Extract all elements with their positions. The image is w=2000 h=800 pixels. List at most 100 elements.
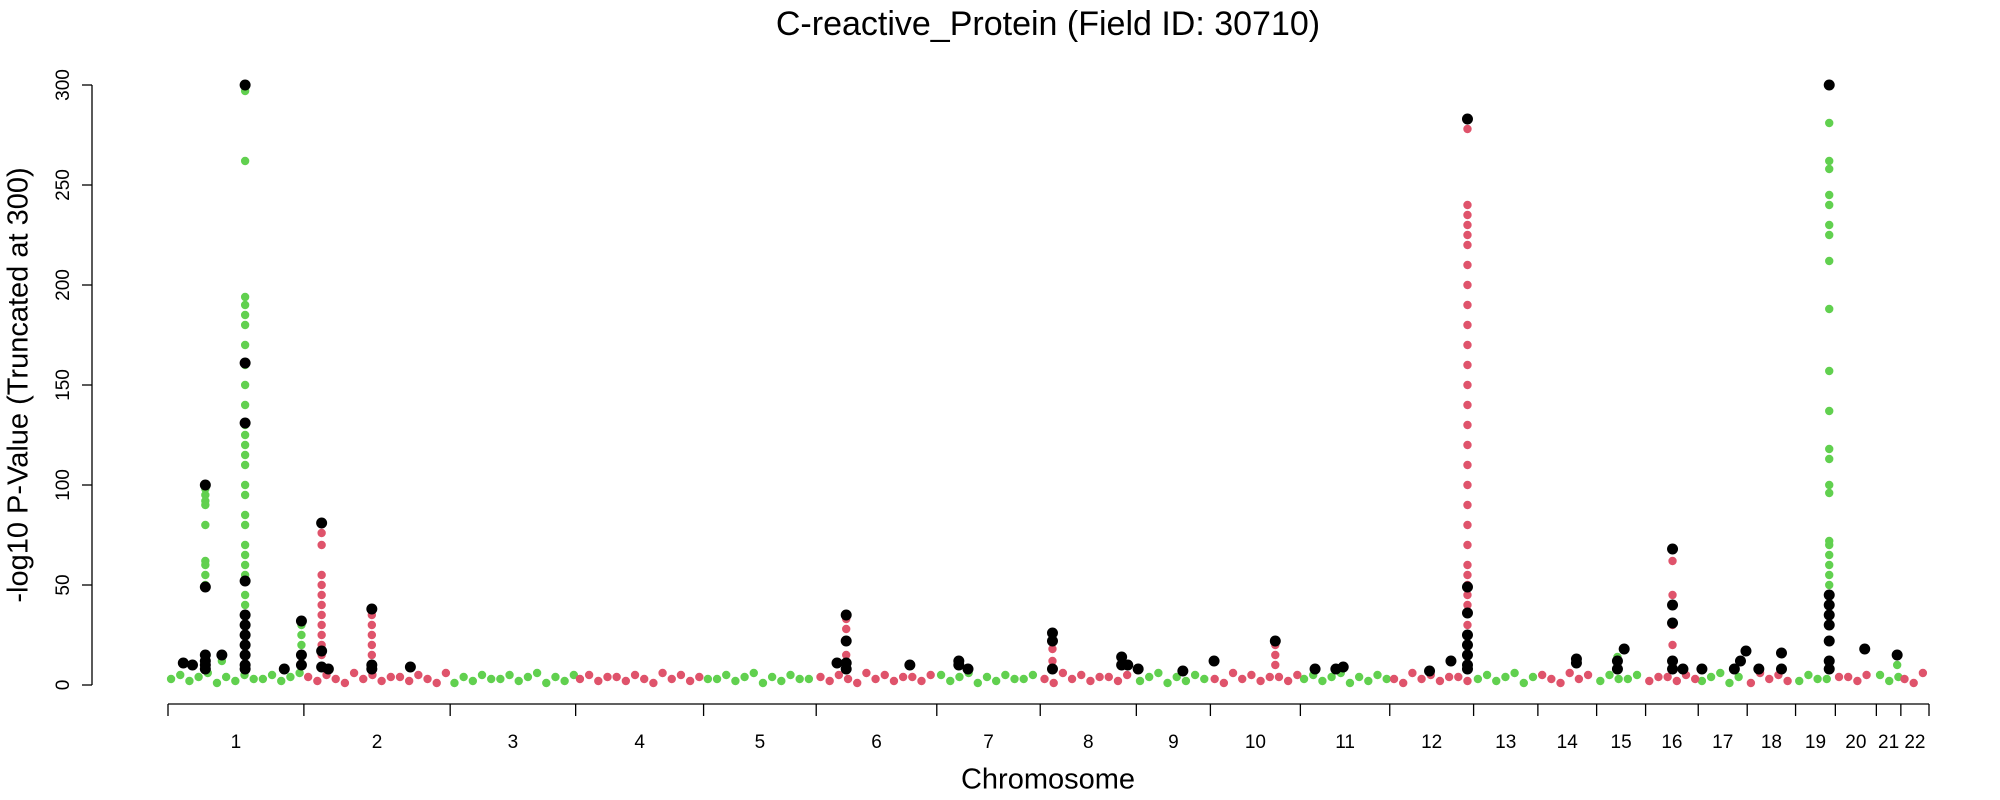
hit-point — [1667, 655, 1679, 667]
snp-point — [1690, 674, 1700, 684]
snp-point — [926, 670, 935, 680]
snp-point — [1825, 164, 1834, 174]
snp-point — [842, 624, 851, 634]
snp-point — [1765, 674, 1774, 684]
hit-point — [1611, 663, 1623, 675]
hit-point — [1461, 113, 1473, 125]
hit-point — [1667, 543, 1679, 555]
snp-point — [1293, 670, 1302, 680]
hit-point — [1570, 657, 1582, 669]
snp-point — [1247, 670, 1256, 680]
snp-point — [1463, 620, 1472, 630]
snp-point — [1482, 670, 1492, 680]
snp-point — [1825, 454, 1834, 464]
snp-point — [1825, 366, 1834, 376]
x-tick-label: 1 — [231, 732, 242, 753]
snp-point — [1875, 670, 1885, 680]
snp-point — [880, 670, 889, 680]
snp-point — [843, 674, 853, 684]
snp-point — [834, 670, 844, 680]
snp-point — [423, 674, 432, 684]
snp-point — [201, 570, 210, 580]
snp-point — [1265, 672, 1274, 682]
hit-point — [1309, 663, 1321, 675]
snp-point — [1463, 480, 1472, 490]
hit-point — [1775, 663, 1787, 675]
snp-point — [176, 670, 185, 680]
hit-point — [295, 615, 307, 627]
hit-point — [1618, 643, 1630, 655]
x-tick-label: 13 — [1495, 732, 1516, 753]
snp-point — [1668, 590, 1677, 600]
snp-point — [1219, 678, 1229, 688]
snp-point — [1463, 210, 1472, 220]
snp-point — [695, 672, 704, 682]
snp-point — [185, 676, 194, 686]
snp-point — [240, 510, 250, 520]
snp-point — [731, 676, 740, 686]
hit-point — [1269, 635, 1281, 647]
snp-point — [1463, 220, 1472, 230]
hit-point — [199, 581, 211, 593]
snp-point — [1825, 488, 1834, 498]
snp-point — [786, 670, 795, 680]
snp-point — [1463, 560, 1472, 570]
hit-point — [366, 603, 378, 615]
hit-point — [1859, 643, 1871, 655]
snp-point — [367, 630, 377, 640]
snp-point — [1172, 672, 1181, 682]
snp-point — [1163, 678, 1172, 688]
snp-point — [240, 460, 250, 470]
snp-point — [240, 550, 250, 560]
snp-point — [1528, 672, 1538, 682]
hit-point — [239, 629, 251, 641]
hit-point — [1891, 649, 1903, 661]
snp-point — [367, 650, 377, 660]
snp-point — [612, 672, 621, 682]
snp-point — [1825, 480, 1834, 490]
snp-point — [722, 670, 731, 680]
snp-point — [297, 640, 306, 650]
x-tick-label: 9 — [1168, 732, 1179, 753]
x-tick-label: 22 — [1904, 732, 1925, 753]
snp-point — [1734, 672, 1743, 682]
hit-point — [239, 639, 251, 651]
snp-point — [1463, 200, 1472, 210]
snp-point — [889, 676, 899, 686]
hit-point — [1116, 651, 1128, 663]
snp-point — [240, 340, 250, 350]
snp-point — [758, 678, 768, 688]
snp-point — [594, 676, 603, 686]
snp-point — [1238, 674, 1247, 684]
x-tick-label: 14 — [1557, 732, 1579, 753]
snp-point — [871, 674, 880, 684]
snp-point — [340, 678, 350, 688]
snp-point — [1825, 156, 1834, 166]
hit-point — [295, 649, 307, 661]
snp-point — [1463, 300, 1472, 310]
snp-point — [542, 678, 551, 688]
hit-point — [316, 517, 328, 529]
snp-point — [1825, 220, 1834, 230]
hit-point — [1734, 655, 1746, 667]
snp-point — [1408, 668, 1417, 678]
snp-point — [459, 672, 468, 682]
hit-point — [1122, 659, 1134, 671]
snp-point — [1668, 556, 1677, 566]
hit-point — [1740, 645, 1752, 657]
hit-point — [1696, 663, 1708, 675]
y-tick-label: 50 — [53, 574, 74, 595]
snp-point — [1028, 670, 1038, 680]
hit-point — [1667, 599, 1679, 611]
hit-point — [239, 575, 251, 587]
hit-point — [239, 417, 251, 429]
snp-point — [240, 590, 250, 600]
snp-point — [1345, 678, 1355, 688]
hit-point — [840, 663, 852, 675]
hit-point — [239, 609, 251, 621]
snp-point — [1274, 672, 1284, 682]
snp-point — [1228, 668, 1238, 678]
snp-point — [1909, 678, 1918, 688]
x-tick-label: 12 — [1421, 732, 1442, 753]
snp-point — [240, 156, 250, 166]
